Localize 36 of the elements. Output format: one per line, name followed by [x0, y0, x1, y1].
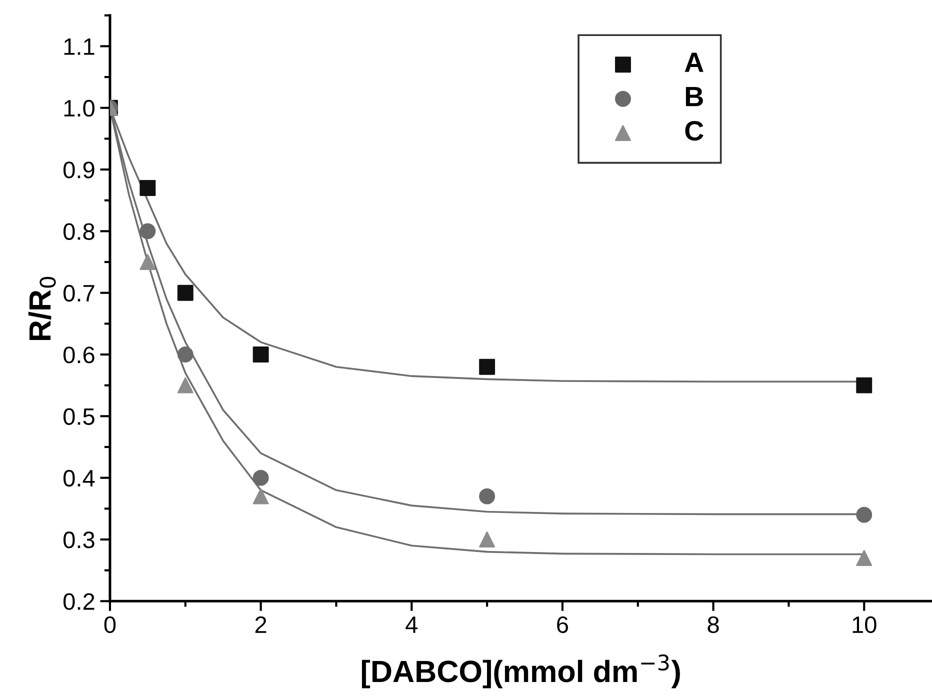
legend-label: A	[684, 52, 704, 72]
y-tick-label: 0.5	[63, 408, 94, 425]
point	[140, 223, 156, 240]
y-tick-label: 1.1	[64, 38, 94, 55]
point	[252, 488, 269, 504]
y-axis-title: R/R$_{0}$	[28, 276, 56, 340]
point	[140, 254, 156, 270]
x-tick-label: 2	[255, 616, 266, 633]
point	[177, 284, 194, 301]
point	[856, 550, 872, 566]
point	[856, 377, 872, 394]
point	[177, 377, 194, 394]
point	[479, 532, 496, 548]
legend-label: C	[685, 120, 704, 141]
point	[479, 488, 496, 504]
y-tick-label: 1.0	[64, 100, 94, 117]
y-tick-label: 0.9	[63, 162, 94, 178]
y-tick-label: 0.3	[63, 532, 94, 548]
x-tick-label: 6	[557, 616, 568, 634]
x-tick-label: 4	[406, 616, 418, 633]
y-tick-label: 0.7	[63, 284, 94, 302]
x-tick-label: 10	[852, 616, 876, 634]
point	[252, 470, 269, 486]
y-tick-label: 0.4	[63, 470, 95, 487]
y-tick-label: 0.6	[63, 346, 94, 364]
point	[177, 346, 194, 362]
point	[140, 180, 156, 196]
x-tick-label: 8	[708, 616, 719, 634]
x-axis-title: [DABCO](mmol dm$^{−3}$)	[362, 654, 680, 688]
y-tick-label: 0.8	[63, 223, 94, 240]
point	[856, 506, 872, 523]
point	[479, 358, 496, 375]
point	[252, 346, 269, 362]
y-tick-label: 0.2	[63, 593, 94, 610]
legend-label: B	[686, 87, 703, 106]
x-tick-label: 0	[104, 616, 116, 634]
